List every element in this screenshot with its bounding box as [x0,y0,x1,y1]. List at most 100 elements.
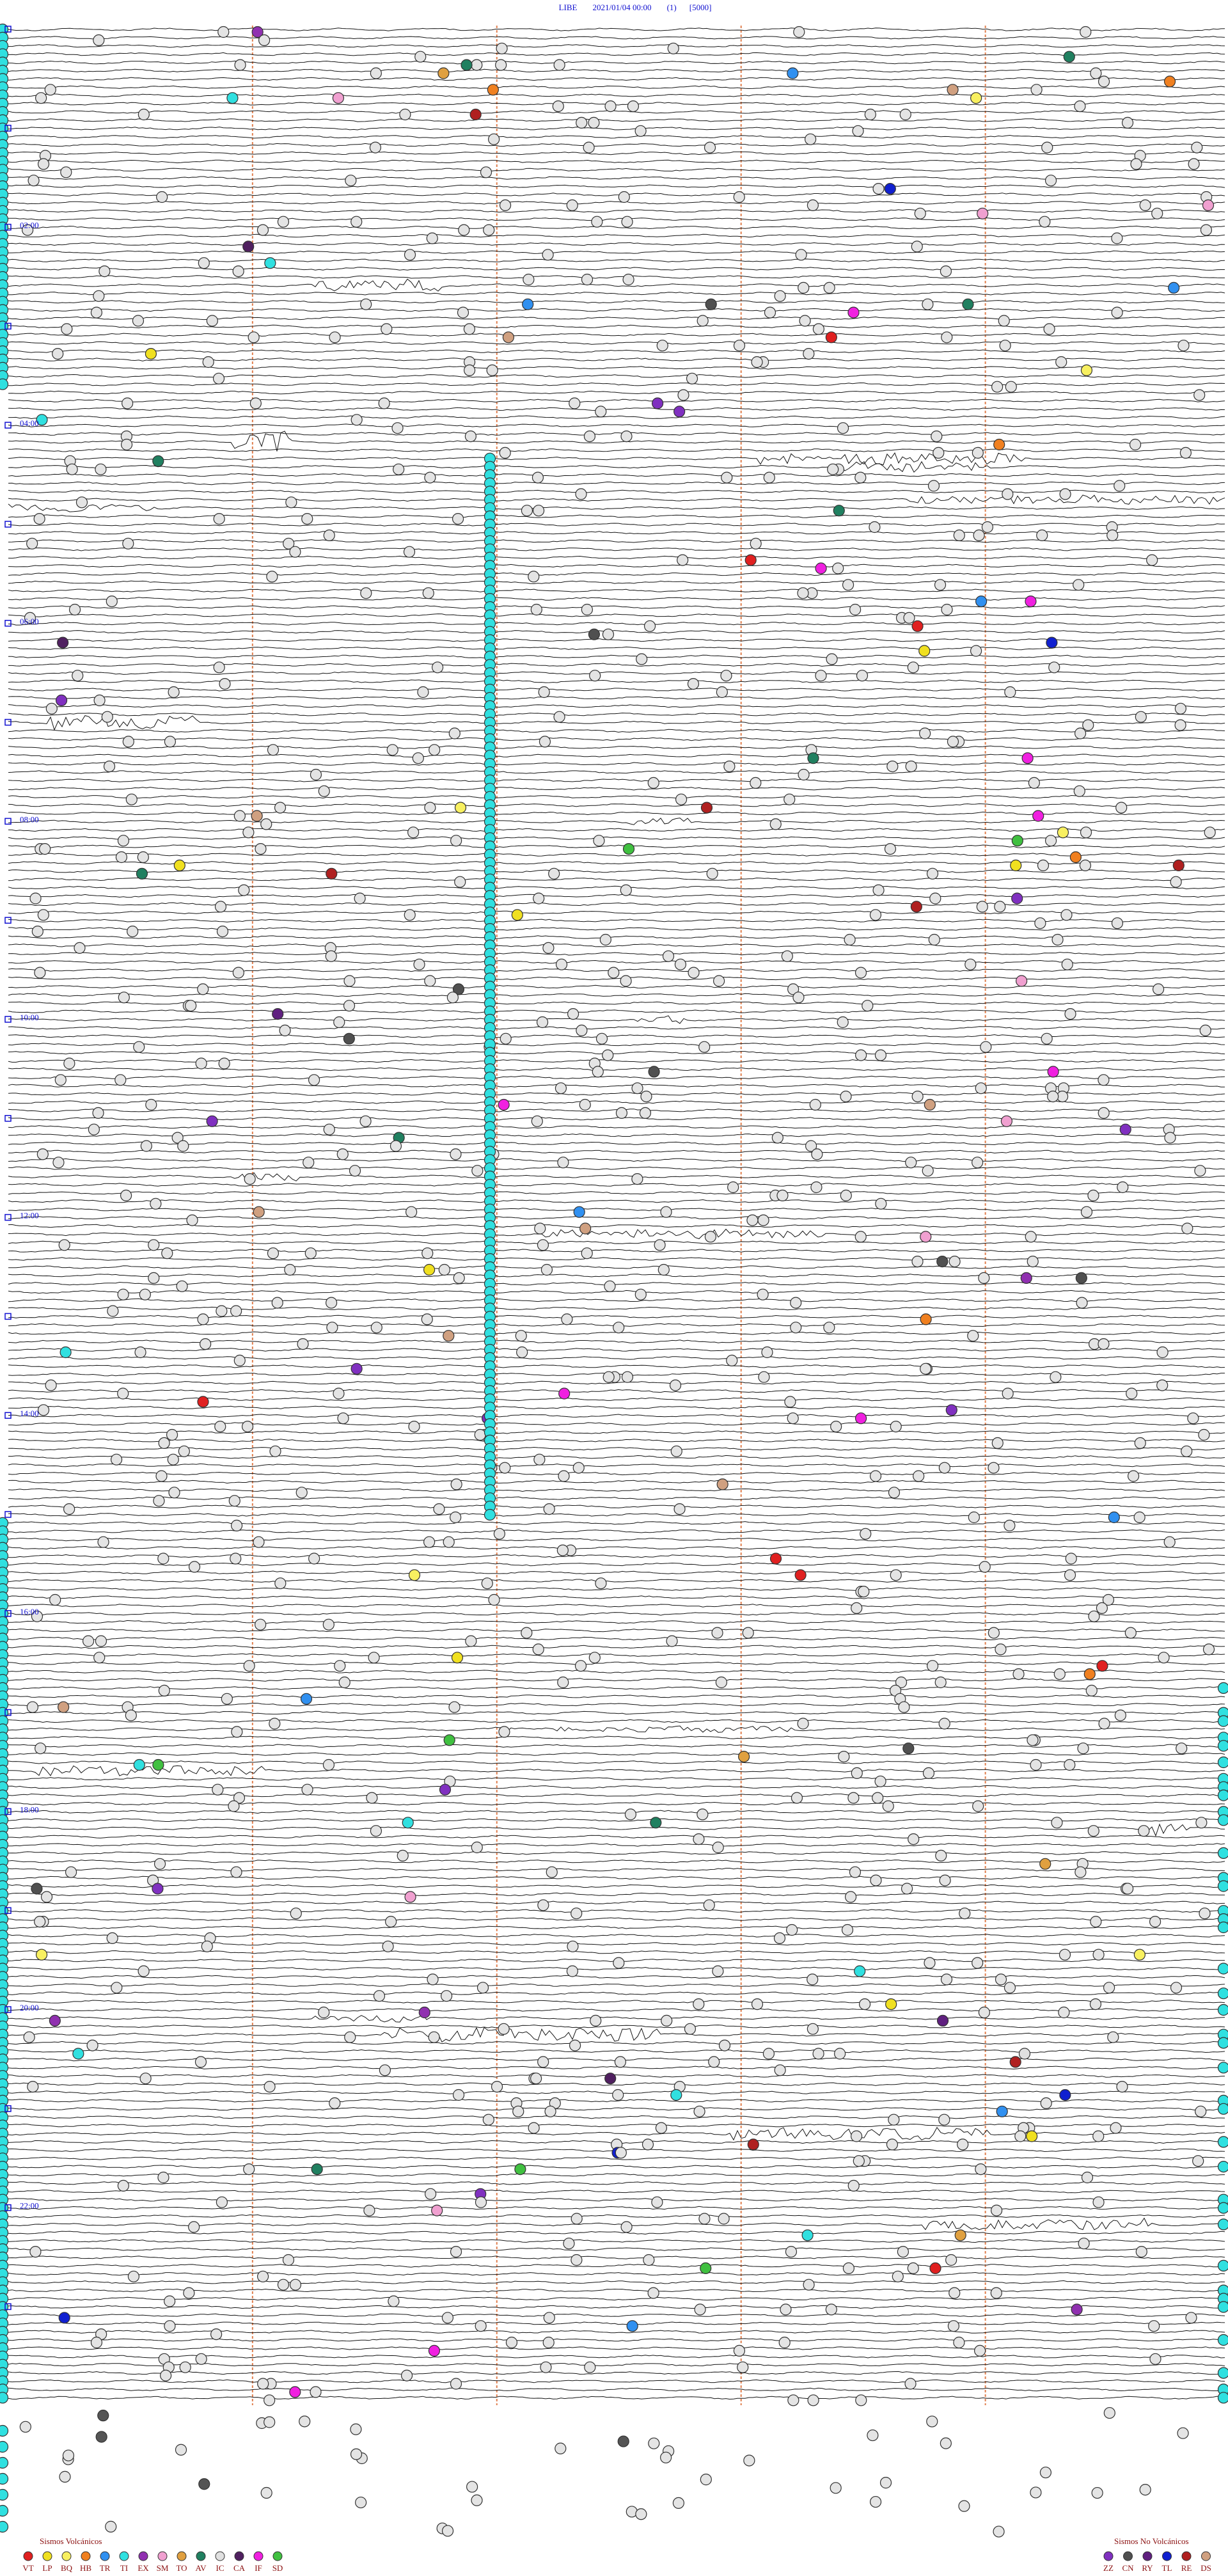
time-label: 02:00 [20,221,39,230]
event-marker [764,306,776,319]
event-marker [854,1412,867,1425]
event-marker [579,1098,591,1111]
trace [8,1725,1225,1733]
trace [8,1628,1225,1632]
event-marker [1204,826,1216,839]
event-marker [904,2378,917,2390]
event-marker [543,2312,555,2324]
event-marker [698,2213,711,2225]
event-marker [575,488,587,500]
event-marker [117,1387,129,1400]
labels: 02:00 04:00 06:00 08:00 10:00 12:00 14:00 16:00… [4,26,1211,2573]
event-marker [1217,1756,1228,1769]
trace [8,993,1225,997]
event-marker [693,1998,705,2011]
trace [8,787,1225,791]
event-marker [36,1148,49,1160]
event-marker [972,1957,984,1969]
event-marker [344,2031,356,2043]
event-marker [757,1288,769,1300]
event-marker [408,1421,420,1433]
event-marker [827,463,839,475]
event-marker [120,1189,132,1202]
trace [8,1315,1225,1319]
trace [8,902,1225,906]
trace [8,2355,1225,2359]
event-marker [443,1330,455,1342]
event-marker [382,1940,394,1952]
event-marker [797,1718,809,1730]
legend-code: IF [255,2563,262,2573]
trace [8,2256,1225,2259]
event-marker [790,1322,802,1334]
trace [8,217,1225,221]
event-marker [1200,224,1213,236]
event-marker [662,950,675,962]
trace [8,2181,1225,2185]
event-marker [138,108,150,121]
event-marker [1217,1715,1228,1727]
event-marker [807,2394,819,2406]
event-marker [750,537,762,549]
event-marker [532,505,545,517]
event-marker [156,191,168,203]
event-marker [523,273,535,286]
event-marker [168,686,180,699]
event-marker [926,2415,938,2428]
event-marker [1217,2037,1228,2049]
event-marker [1047,1066,1059,1078]
event-marker [911,620,924,632]
event-marker [36,414,48,426]
trace [8,134,1225,139]
event-marker [581,1247,593,1260]
event-marker [1076,1297,1088,1309]
trace [8,2041,1225,2045]
event-marker [431,2204,443,2216]
event-marker [24,612,36,624]
event-marker [1030,1758,1042,1771]
trace [8,1579,1225,1583]
event-marker [488,1593,500,1606]
event-marker [1036,529,1048,542]
event-marker [417,686,429,699]
event-marker [1057,826,1069,839]
event-marker [895,1676,908,1689]
event-marker [1217,2218,1228,2231]
event-marker [976,901,988,913]
event-marker [326,1322,338,1334]
event-marker [1217,2259,1228,2272]
event-marker [928,933,940,946]
event-marker [63,1503,75,1515]
event-marker [975,2163,987,2176]
time-label: 10:00 [20,1013,39,1022]
trace [8,1455,1225,1459]
event-marker [723,760,736,773]
event-marker [114,1074,127,1086]
trace [8,1876,1225,1880]
event-marker [972,1800,984,1812]
event-marker [708,2056,720,2068]
event-marker [954,2229,966,2241]
event-marker [210,2328,223,2341]
trace [8,935,1225,939]
time-label: 16:00 [20,1607,39,1616]
event-marker [548,867,560,880]
trace [8,1281,1225,1286]
event-marker [612,2089,624,2101]
event-marker [238,884,250,896]
trace [8,1900,1225,1905]
trace [8,278,1225,292]
event-marker [639,1107,652,1119]
event-marker [0,2472,9,2485]
event-marker [1092,1948,1105,1961]
event-marker [1170,1982,1183,1994]
event-marker [595,406,607,418]
event-marker [408,1569,421,1581]
event-marker [186,1214,198,1226]
event-marker [776,1189,789,1202]
event-marker [879,2477,892,2489]
event-marker [31,1883,43,1895]
event-marker [640,1090,652,1103]
event-marker [569,397,581,409]
trace [8,1001,1225,1005]
